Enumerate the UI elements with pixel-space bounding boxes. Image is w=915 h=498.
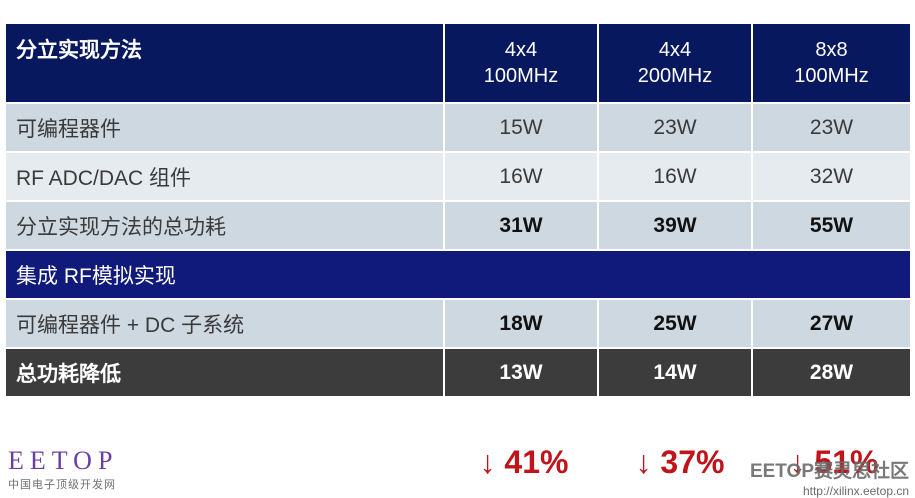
row-value: 16W <box>445 153 599 202</box>
row-label: 总功耗降低 <box>6 349 445 398</box>
row-value: 39W <box>599 202 753 251</box>
row-label: 可编程器件 <box>6 104 445 153</box>
table-row: 可编程器件 15W 23W 23W <box>6 104 910 153</box>
xilinx-community-watermark: EETOP赛灵思社区 http://xilinx.eetop.cn <box>750 456 909 498</box>
row-label: RF ADC/DAC 组件 <box>6 153 445 202</box>
eetop-logo-brand: EETOP <box>8 446 119 475</box>
header-col-1: 4x4 100MHz <box>445 24 599 104</box>
row-value: 55W <box>753 202 910 251</box>
table-row: RF ADC/DAC 组件 16W 16W 32W <box>6 153 910 202</box>
row-value: 23W <box>753 104 910 153</box>
section-label: 集成 RF模拟实现 <box>6 251 910 300</box>
header-col-3-line1: 8x8 <box>815 39 848 61</box>
header-label: 分立实现方法 <box>6 24 445 104</box>
eetop-logo-subtitle: 中国电子顶级开发网 <box>8 479 116 491</box>
row-value: 28W <box>753 349 910 398</box>
header-col-2-line1: 4x4 <box>658 39 692 61</box>
reduction-percent-2: ↓ 37% <box>635 444 725 480</box>
header-row: 分立实现方法 4x4 100MHz 4x4 200MHz 8x8 100MHz <box>6 24 910 104</box>
eetop-logo: EETOP 中国电子顶级开发网 <box>8 448 118 492</box>
integrated-row: 可编程器件 + DC 子系统 18W 25W 27W <box>6 300 910 349</box>
row-value: 15W <box>445 104 599 153</box>
header-col-3-line2: 100MHz <box>794 65 869 87</box>
row-value: 13W <box>445 349 599 398</box>
row-value: 25W <box>599 300 753 349</box>
power-comparison-table: 分立实现方法 4x4 100MHz 4x4 200MHz 8x8 100MHz … <box>6 24 910 398</box>
reduction-percent-1: ↓ 41% <box>479 444 569 480</box>
header-col-3: 8x8 100MHz <box>753 24 910 104</box>
row-value: 31W <box>445 202 599 251</box>
header-col-2: 4x4 200MHz <box>599 24 753 104</box>
header-col-2-line2: 200MHz <box>637 65 713 87</box>
row-value: 16W <box>599 153 753 202</box>
row-value: 14W <box>599 349 753 398</box>
reduction-row: 总功耗降低 13W 14W 28W <box>6 349 910 398</box>
header-col-1-line2: 100MHz <box>483 65 559 87</box>
row-label: 分立实现方法的总功耗 <box>6 202 445 251</box>
watermark-url: http://xilinx.eetop.cn <box>802 484 909 498</box>
header-col-1-line1: 4x4 <box>504 39 538 61</box>
watermark-title: EETOP赛灵思社区 <box>749 461 909 482</box>
row-value: 27W <box>753 300 910 349</box>
row-value: 32W <box>753 153 910 202</box>
row-value: 23W <box>599 104 753 153</box>
row-label: 可编程器件 + DC 子系统 <box>6 300 445 349</box>
total-row: 分立实现方法的总功耗 31W 39W 55W <box>6 202 910 251</box>
row-value: 18W <box>445 300 599 349</box>
reduction-percent-3: ↓ 51% <box>789 444 879 480</box>
section-row: 集成 RF模拟实现 <box>6 251 910 300</box>
